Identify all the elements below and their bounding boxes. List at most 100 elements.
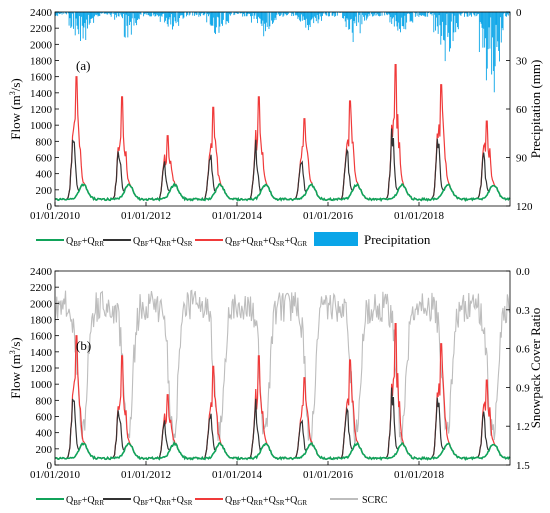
precip-bar [470, 12, 472, 15]
precip-bar [280, 12, 282, 15]
precip-bar [256, 12, 258, 19]
precip-bar [504, 12, 506, 13]
precip-bar [310, 12, 312, 21]
precip-bar [486, 12, 488, 69]
y-tick-label: 1400 [30, 88, 53, 100]
precip-bar [501, 12, 503, 29]
precip-bar [103, 12, 105, 14]
precip-bar [414, 12, 416, 17]
precip-bar [90, 12, 92, 19]
precip-bar [154, 12, 156, 17]
y-tick-label: 600 [36, 153, 53, 165]
precip-bar [479, 12, 481, 22]
precip-bar [324, 12, 326, 14]
precip-bar [500, 12, 502, 43]
precip-bar [467, 12, 469, 17]
precip-bar [143, 12, 145, 17]
precip-bar [81, 12, 83, 26]
precip-bar [286, 12, 287, 16]
precip-bar [95, 12, 97, 16]
precip-bar [368, 12, 370, 14]
precip-bar [179, 12, 180, 18]
y2-tick-label: 1.5 [516, 460, 530, 472]
precip-bar [439, 12, 441, 26]
precip-bar [149, 12, 151, 17]
precip-bar [321, 12, 323, 21]
y-tick-label: 2200 [30, 23, 53, 35]
precip-bar [91, 12, 93, 19]
precip-bar [325, 12, 327, 16]
precip-bar [133, 12, 135, 26]
precip-bar [297, 12, 299, 19]
precip-bar [153, 12, 155, 15]
panel-b-x-ticks: 01/01/2010 01/01/2012 01/01/2014 01/01/2016… [30, 461, 445, 481]
precip-bar [349, 12, 351, 30]
y-tick-label: 0 [47, 201, 53, 213]
precip-bar [177, 12, 179, 22]
precip-bar [255, 12, 257, 14]
precip-bar [436, 12, 438, 27]
precip-bar [372, 12, 374, 17]
precip-bar [237, 12, 239, 14]
precip-bar [321, 12, 323, 16]
precip-bar [192, 12, 194, 16]
precip-bar [308, 12, 310, 25]
precip-bar [409, 12, 411, 22]
precip-bar [435, 12, 436, 31]
precip-bar [160, 12, 162, 16]
y2-tick-label: 0.0 [516, 266, 530, 278]
legend-b-text-3: QBF+QRR+QSR+QGR [225, 495, 307, 507]
y-tick-label: 1000 [30, 120, 53, 132]
precip-bar [83, 12, 85, 28]
precip-bar [121, 12, 123, 17]
precip-bar [492, 12, 494, 71]
precip-bar [86, 12, 88, 20]
precip-bar [131, 12, 133, 19]
precip-bar [454, 12, 456, 16]
precip-bar [416, 12, 418, 16]
precip-bar [465, 12, 467, 14]
precip-bar [304, 12, 306, 20]
precip-bar [97, 12, 99, 17]
precip-bar [269, 12, 271, 27]
precip-bar [307, 12, 309, 31]
precip-bar [301, 12, 303, 21]
precip-bar [401, 12, 403, 27]
precip-bar [476, 12, 478, 17]
precip-bar [217, 12, 219, 18]
precip-bar [495, 12, 497, 25]
precip-bar [302, 12, 304, 17]
panel-b-series [54, 289, 511, 462]
precip-bar [319, 12, 321, 14]
precip-bar [443, 12, 445, 41]
precip-bar [167, 12, 169, 27]
precip-bar [79, 12, 81, 17]
precip-bar [424, 12, 426, 17]
precip-bar [61, 12, 63, 15]
legend-a-text-1: QBF+QRR [66, 236, 104, 248]
precip-bar [318, 12, 320, 20]
precip-bar [506, 12, 508, 15]
y-tick-label: 0 [47, 460, 53, 472]
precip-bar [273, 12, 275, 21]
precip-bar [444, 12, 446, 62]
precip-bar [73, 12, 74, 29]
precip-bar [57, 12, 59, 17]
precip-bar [136, 12, 138, 26]
y2-tick-label: 0.6 [516, 344, 530, 356]
precip-bar [419, 12, 421, 15]
precip-bar [329, 12, 330, 17]
precip-bar [278, 12, 280, 15]
precip-bar [361, 12, 363, 25]
precip-bar [116, 12, 118, 14]
panel-b-label: (b) [76, 338, 91, 353]
precip-bar [247, 12, 249, 15]
y2-tick-label: 0 [516, 7, 522, 19]
precip-bar [120, 12, 122, 15]
precip-bar [440, 12, 442, 45]
precip-bar [201, 12, 203, 13]
precip-bar [169, 12, 171, 18]
precip-bar [65, 12, 67, 15]
precip-bar [186, 12, 188, 17]
